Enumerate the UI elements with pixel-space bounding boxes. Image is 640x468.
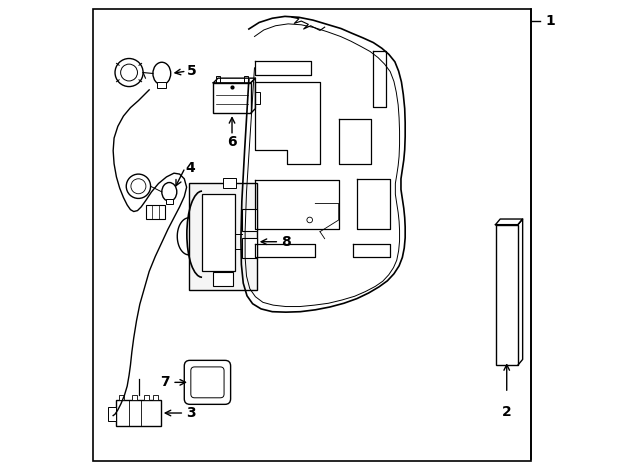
Bar bbox=[157, 82, 166, 88]
Text: 4: 4 bbox=[185, 161, 195, 175]
Bar bbox=[255, 92, 260, 104]
Bar bbox=[153, 395, 158, 400]
Text: 2: 2 bbox=[502, 405, 511, 419]
Text: 7: 7 bbox=[160, 375, 170, 389]
Bar bbox=[242, 239, 257, 258]
Text: 3: 3 bbox=[186, 406, 196, 420]
Bar bbox=[116, 400, 161, 426]
Ellipse shape bbox=[153, 62, 171, 85]
Circle shape bbox=[115, 58, 143, 87]
Bar bbox=[223, 178, 236, 188]
Bar bbox=[216, 76, 220, 83]
Text: 6: 6 bbox=[227, 135, 237, 149]
FancyBboxPatch shape bbox=[184, 360, 230, 404]
Bar bbox=[108, 407, 116, 421]
Bar bbox=[189, 183, 257, 290]
Bar bbox=[146, 205, 164, 219]
Text: 5: 5 bbox=[186, 64, 196, 78]
Bar bbox=[202, 194, 235, 271]
Text: 8: 8 bbox=[281, 235, 291, 249]
Bar bbox=[132, 395, 136, 400]
Bar bbox=[495, 225, 518, 365]
Bar bbox=[213, 83, 251, 113]
Bar bbox=[212, 272, 233, 286]
Text: 1: 1 bbox=[545, 14, 556, 28]
Bar bbox=[120, 395, 124, 400]
Ellipse shape bbox=[162, 183, 177, 201]
Bar bbox=[244, 76, 248, 83]
Bar bbox=[166, 199, 173, 204]
Bar bbox=[242, 209, 257, 231]
Circle shape bbox=[126, 174, 150, 198]
Bar bbox=[144, 395, 149, 400]
